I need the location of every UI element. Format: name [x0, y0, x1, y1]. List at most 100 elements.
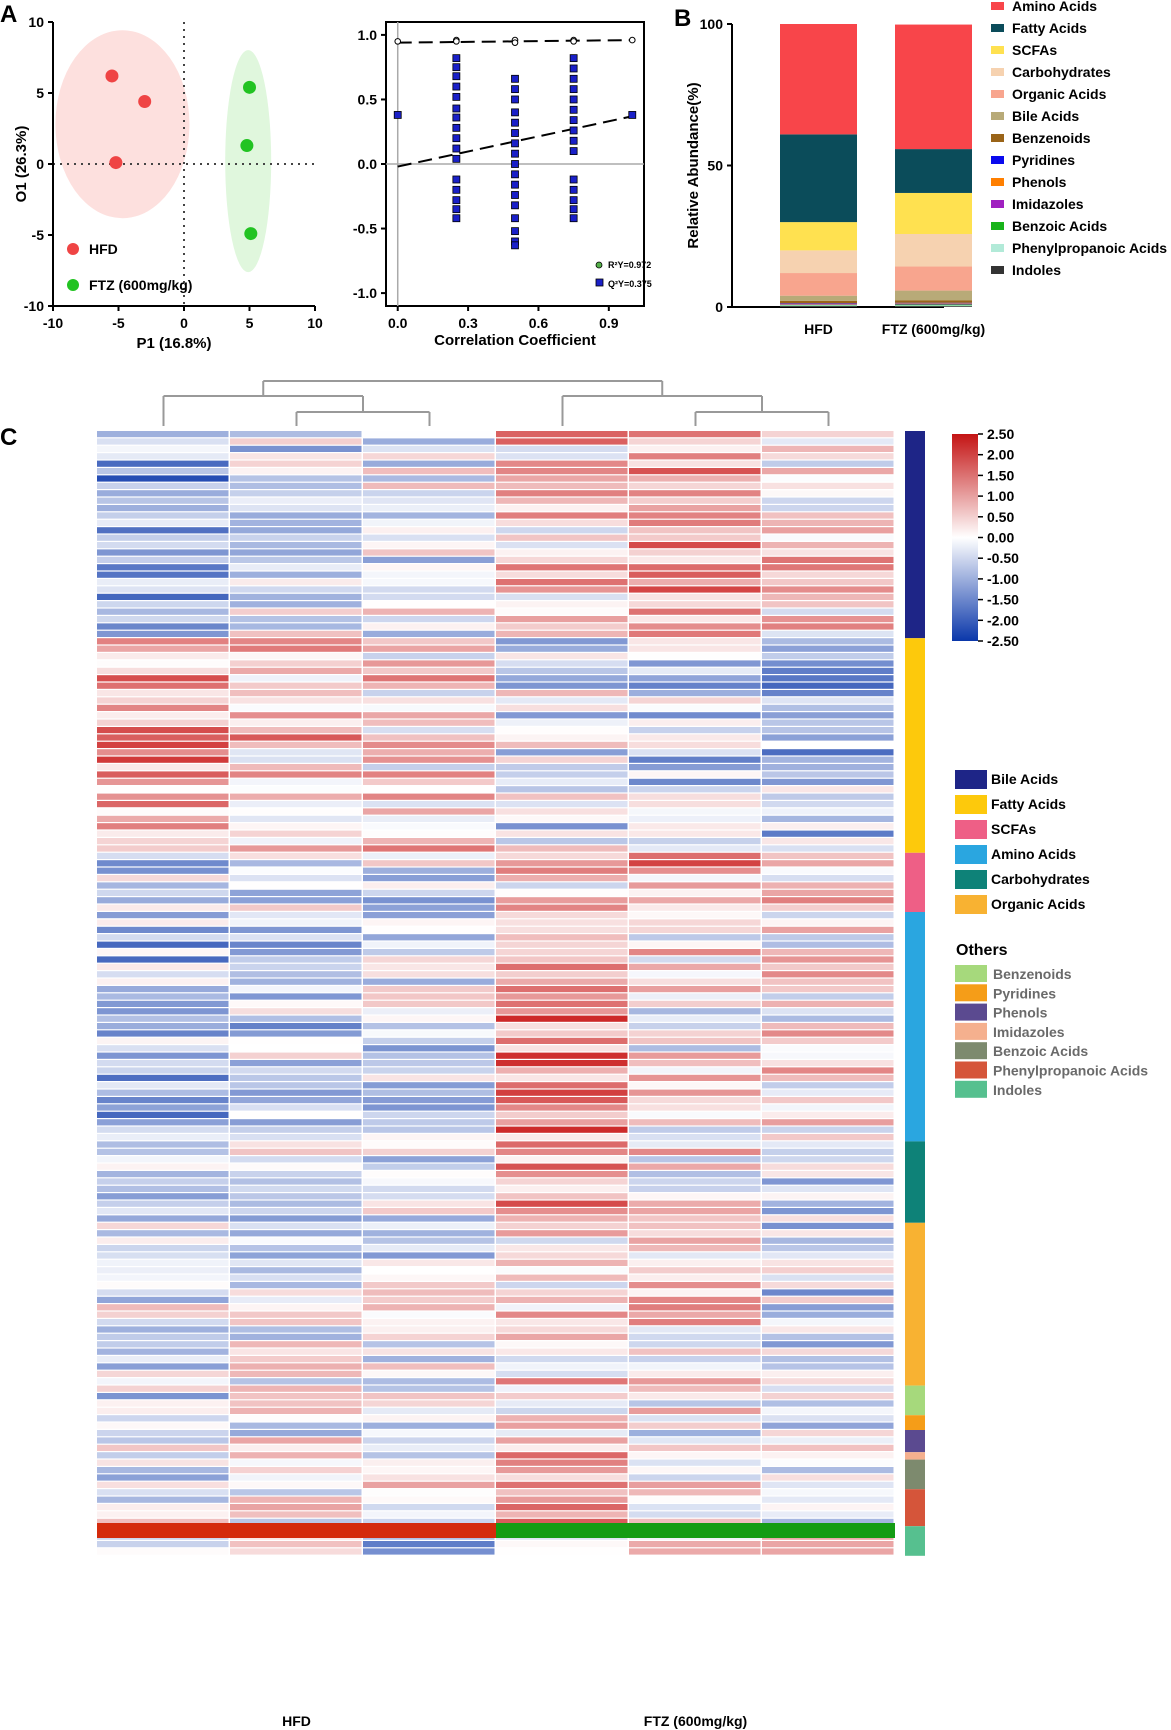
heatmap-cell — [762, 1430, 894, 1437]
heatmap-cell — [629, 1082, 761, 1089]
heatmap-cell — [496, 1163, 628, 1170]
heatmap-cell — [363, 667, 495, 674]
heatmap-cell — [97, 971, 229, 978]
heatmap-cell — [230, 1089, 362, 1096]
heatmap: HFD FTZ (600mg/kg) 2.50 2.00 1.50 1.00 0.50 0.0… — [97, 380, 1148, 1729]
heatmap-cell — [97, 1319, 229, 1326]
heatmap-cell — [230, 889, 362, 896]
heatmap-cell — [629, 527, 761, 534]
heatmap-cell — [762, 1356, 894, 1363]
heatmap-cell — [97, 1178, 229, 1185]
heatmap-cell — [230, 897, 362, 904]
heatmap-cell — [762, 1156, 894, 1163]
heatmap-cell — [496, 1215, 628, 1222]
heatmap-cell — [97, 630, 229, 637]
heatmap-cell — [496, 904, 628, 911]
heatmap-cell — [762, 1333, 894, 1340]
heatmap-cell — [629, 1060, 761, 1067]
heatmap-cell — [363, 1185, 495, 1192]
heatmap-cell — [230, 1008, 362, 1015]
group-label-hfd: HFD — [282, 1713, 311, 1729]
heatmap-cell — [363, 690, 495, 697]
heatmap-cell — [230, 1045, 362, 1052]
heatmap-cell — [97, 1045, 229, 1052]
heatmap-cell — [496, 1511, 628, 1518]
heatmap-cell — [629, 941, 761, 948]
heatmap-cell — [97, 793, 229, 800]
heatmap-cell — [629, 1030, 761, 1037]
heatmap-cell — [629, 630, 761, 637]
heatmap-cell — [363, 1393, 495, 1400]
class-annotation-bar — [905, 1430, 925, 1453]
heatmap-cell — [230, 549, 362, 556]
heatmap-cell — [363, 1452, 495, 1459]
heatmap-cell — [762, 564, 894, 571]
heatmap-cell — [97, 1245, 229, 1252]
heatmap-cell — [629, 1400, 761, 1407]
heatmap-cell — [762, 712, 894, 719]
bar-segment — [895, 266, 972, 291]
heatmap-cell — [97, 1378, 229, 1385]
heatmap-cell — [629, 764, 761, 771]
group-bar-ftz — [496, 1523, 895, 1538]
heatmap-cell — [363, 1481, 495, 1488]
heatmap-cell — [363, 1259, 495, 1266]
legend-swatch — [991, 46, 1004, 54]
q2y-point — [569, 74, 578, 83]
legend-swatch — [955, 1042, 987, 1060]
heatmap-cell — [97, 1222, 229, 1229]
legend-swatch — [991, 134, 1004, 142]
heatmap-cell — [762, 1060, 894, 1067]
heatmap-cell — [629, 490, 761, 497]
q2y-point — [452, 82, 461, 91]
heatmap-cell — [629, 549, 761, 556]
heatmap-cell — [363, 1333, 495, 1340]
bar-segment — [895, 306, 972, 307]
heatmap-cell — [363, 978, 495, 985]
bar-segment — [780, 303, 857, 304]
heatmap-cell — [762, 949, 894, 956]
heatmap-cell — [230, 1171, 362, 1178]
heatmap-cell — [363, 1097, 495, 1104]
heatmap-cell — [97, 845, 229, 852]
heatmap-cell — [97, 1489, 229, 1496]
heatmap-cell — [629, 1348, 761, 1355]
heatmap-cell — [629, 675, 761, 682]
heatmap-cell — [230, 1511, 362, 1518]
heatmap-cell — [629, 897, 761, 904]
heatmap-cell — [97, 1215, 229, 1222]
heatmap-cell — [97, 926, 229, 933]
heatmap-cell — [629, 815, 761, 822]
heatmap-cell — [762, 690, 894, 697]
heatmap-cell — [762, 1341, 894, 1348]
heatmap-cell — [762, 1311, 894, 1318]
heatmap-cell — [230, 1548, 362, 1555]
heatmap-cell — [629, 1274, 761, 1281]
heatmap-cell — [97, 460, 229, 467]
heatmap-cell — [230, 1082, 362, 1089]
heatmap-cell — [762, 1245, 894, 1252]
heatmap-cell — [97, 734, 229, 741]
heatmap-cell — [762, 1363, 894, 1370]
q2y-point — [511, 85, 519, 94]
legend-label: Amino Acids — [1012, 0, 1097, 14]
legend-swatch — [991, 222, 1004, 230]
legend-q2y-marker — [595, 278, 604, 287]
heatmap-cell — [762, 1274, 894, 1281]
heatmap-cell — [363, 482, 495, 489]
heatmap-cell — [363, 793, 495, 800]
heatmap-cell — [230, 593, 362, 600]
heatmap-cell — [97, 645, 229, 652]
heatmap-cell — [230, 1459, 362, 1466]
heatmap-cell — [230, 1341, 362, 1348]
legend-swatch — [955, 820, 987, 839]
heatmap-cell — [496, 1222, 628, 1229]
heatmap-cell — [230, 445, 362, 452]
heatmap-cell — [496, 1193, 628, 1200]
heatmap-cell — [496, 919, 628, 926]
heatmap-cell — [496, 616, 628, 623]
heatmap-cell — [230, 852, 362, 859]
y-tick-label: 1.0 — [358, 27, 378, 43]
legend-swatch — [955, 1061, 987, 1079]
heatmap-cell — [629, 845, 761, 852]
